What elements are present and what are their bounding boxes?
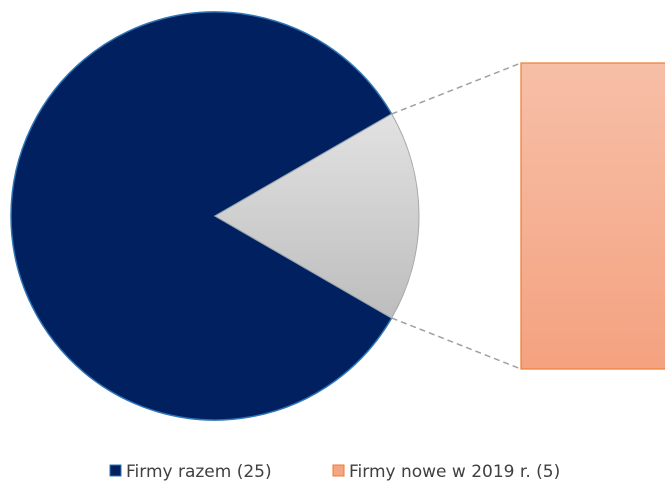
connector-line xyxy=(391,62,522,115)
connector-line xyxy=(391,317,522,370)
plot-area xyxy=(10,11,665,421)
legend-swatch xyxy=(109,464,122,477)
legend-label: Firmy razem (25) xyxy=(126,462,272,482)
pie-slice xyxy=(214,113,420,319)
pie-slice xyxy=(10,11,393,421)
legend: Firmy razem (25) Firmy nowe w 2019 r. (5) xyxy=(109,462,560,482)
bar xyxy=(520,62,665,370)
legend-swatch xyxy=(332,464,345,477)
legend-label: Firmy nowe w 2019 r. (5) xyxy=(349,462,560,482)
